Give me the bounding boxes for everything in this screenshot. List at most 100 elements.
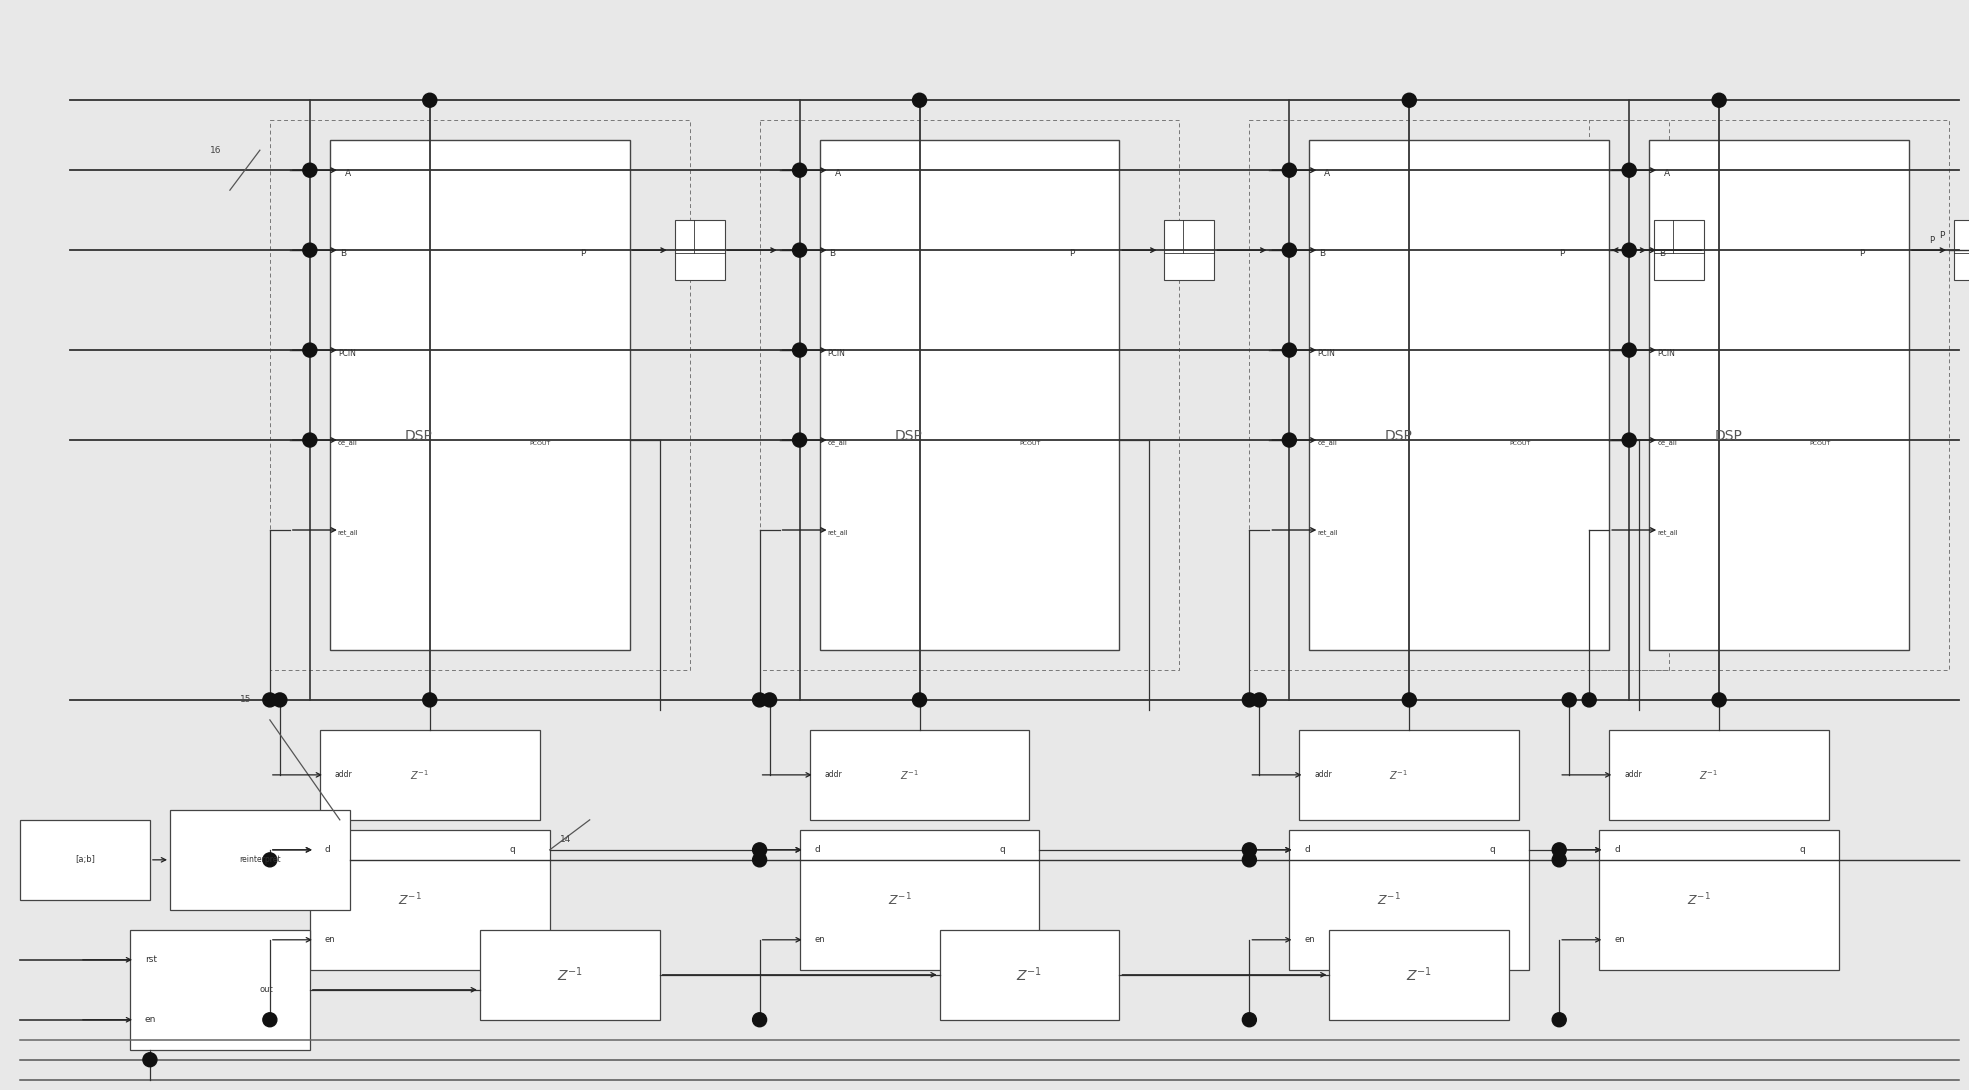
Circle shape bbox=[794, 343, 807, 358]
Circle shape bbox=[1622, 433, 1636, 447]
Text: ret_all: ret_all bbox=[827, 530, 849, 536]
Bar bbox=[760, 120, 1179, 670]
Bar bbox=[331, 141, 630, 650]
Text: addr: addr bbox=[1624, 771, 1642, 779]
Circle shape bbox=[752, 693, 766, 707]
Text: B: B bbox=[1660, 249, 1666, 257]
Bar bbox=[20, 820, 150, 900]
Circle shape bbox=[794, 164, 807, 178]
Circle shape bbox=[1552, 843, 1565, 857]
Text: A: A bbox=[1325, 169, 1331, 178]
Text: $Z^{-1}$: $Z^{-1}$ bbox=[1390, 768, 1408, 782]
Bar bbox=[1650, 141, 1910, 650]
Text: PCIN: PCIN bbox=[827, 349, 845, 358]
Bar bbox=[1599, 829, 1839, 970]
Text: ce_all: ce_all bbox=[1658, 439, 1678, 447]
Circle shape bbox=[794, 243, 807, 257]
Text: addr: addr bbox=[1315, 771, 1333, 779]
Bar bbox=[319, 730, 540, 820]
Text: d: d bbox=[1615, 846, 1620, 855]
Circle shape bbox=[1713, 94, 1727, 107]
Text: en: en bbox=[815, 935, 825, 944]
Text: $Z^{-1}$: $Z^{-1}$ bbox=[1699, 768, 1719, 782]
Text: en: en bbox=[1303, 935, 1315, 944]
Bar bbox=[1164, 220, 1215, 280]
Circle shape bbox=[752, 843, 766, 857]
Circle shape bbox=[1552, 1013, 1565, 1027]
Text: PCOUT: PCOUT bbox=[1810, 440, 1831, 446]
Text: PCIN: PCIN bbox=[339, 349, 356, 358]
Text: B: B bbox=[341, 249, 347, 257]
Text: A: A bbox=[1664, 169, 1670, 178]
Text: en: en bbox=[325, 935, 335, 944]
Bar bbox=[1250, 120, 1670, 670]
Circle shape bbox=[1622, 243, 1636, 257]
Bar bbox=[480, 930, 660, 1020]
Circle shape bbox=[264, 1013, 278, 1027]
Text: PCOUT: PCOUT bbox=[1020, 440, 1042, 446]
Bar bbox=[1309, 141, 1609, 650]
Text: ce_all: ce_all bbox=[1317, 439, 1337, 447]
Bar bbox=[309, 829, 549, 970]
Text: $Z^{-1}$: $Z^{-1}$ bbox=[900, 768, 920, 782]
Bar bbox=[809, 730, 1030, 820]
Text: ce_all: ce_all bbox=[339, 439, 358, 447]
Text: ret_all: ret_all bbox=[1317, 530, 1339, 536]
Text: $Z^{-1}$: $Z^{-1}$ bbox=[888, 892, 912, 908]
Bar bbox=[130, 930, 309, 1050]
Circle shape bbox=[1282, 164, 1296, 178]
Circle shape bbox=[1242, 852, 1256, 867]
Circle shape bbox=[752, 1013, 766, 1027]
Circle shape bbox=[1282, 433, 1296, 447]
Bar bbox=[799, 829, 1040, 970]
Text: $Z^{-1}$: $Z^{-1}$ bbox=[410, 768, 429, 782]
Text: P: P bbox=[1069, 249, 1075, 257]
Circle shape bbox=[794, 433, 807, 447]
Text: $Z^{-1}$: $Z^{-1}$ bbox=[1687, 892, 1711, 908]
Circle shape bbox=[264, 693, 278, 707]
Bar bbox=[1953, 220, 1969, 280]
Bar bbox=[169, 810, 350, 910]
Circle shape bbox=[912, 94, 927, 107]
Bar bbox=[819, 141, 1120, 650]
Text: P: P bbox=[1559, 249, 1565, 257]
Circle shape bbox=[303, 243, 317, 257]
Text: $Z^{-1}$: $Z^{-1}$ bbox=[1378, 892, 1402, 908]
Circle shape bbox=[144, 1053, 158, 1067]
Text: DSP: DSP bbox=[1715, 428, 1743, 443]
Circle shape bbox=[1552, 852, 1565, 867]
Bar bbox=[270, 120, 689, 670]
Circle shape bbox=[1282, 243, 1296, 257]
Text: q: q bbox=[510, 846, 516, 855]
Bar bbox=[1589, 120, 1949, 670]
Text: 15: 15 bbox=[240, 695, 252, 704]
Text: q: q bbox=[1489, 846, 1494, 855]
Text: P: P bbox=[1939, 231, 1945, 240]
Text: DSP: DSP bbox=[894, 428, 921, 443]
Text: d: d bbox=[325, 846, 331, 855]
Circle shape bbox=[1713, 693, 1727, 707]
Circle shape bbox=[1282, 343, 1296, 358]
Circle shape bbox=[303, 343, 317, 358]
Circle shape bbox=[303, 164, 317, 178]
Text: B: B bbox=[1319, 249, 1325, 257]
Text: en: en bbox=[146, 1015, 156, 1025]
Text: $Z^{-1}$: $Z^{-1}$ bbox=[1016, 966, 1042, 984]
Circle shape bbox=[274, 693, 287, 707]
Circle shape bbox=[752, 852, 766, 867]
Text: PCOUT: PCOUT bbox=[1508, 440, 1530, 446]
Circle shape bbox=[1242, 843, 1256, 857]
Bar bbox=[1290, 829, 1530, 970]
Text: A: A bbox=[345, 169, 350, 178]
Bar bbox=[1654, 220, 1703, 280]
Text: ce_all: ce_all bbox=[827, 439, 847, 447]
Text: PCIN: PCIN bbox=[1317, 349, 1335, 358]
Text: P: P bbox=[1859, 249, 1865, 257]
Text: 16: 16 bbox=[211, 146, 221, 155]
Circle shape bbox=[303, 433, 317, 447]
Text: B: B bbox=[829, 249, 835, 257]
Circle shape bbox=[423, 693, 437, 707]
Circle shape bbox=[1622, 164, 1636, 178]
Text: ret_all: ret_all bbox=[1658, 530, 1678, 536]
Circle shape bbox=[1242, 1013, 1256, 1027]
